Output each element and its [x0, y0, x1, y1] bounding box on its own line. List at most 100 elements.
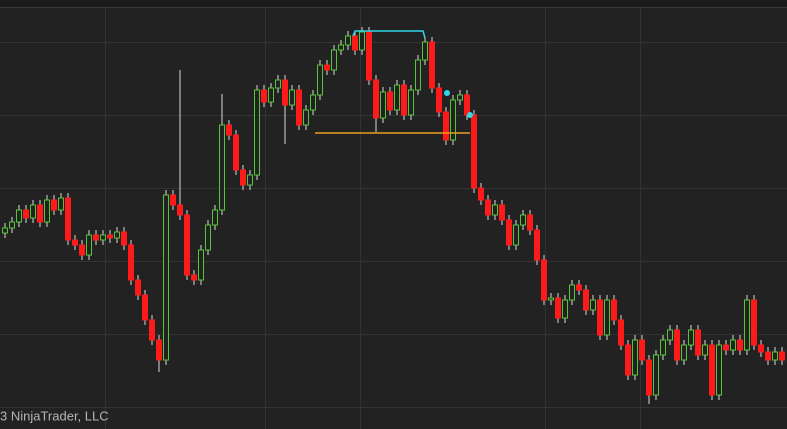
drawing-line [352, 30, 426, 39]
candle-body [604, 299, 610, 336]
candle-body [247, 174, 253, 186]
candle-body [401, 84, 407, 116]
candle-body [240, 169, 246, 186]
candle-body [149, 319, 155, 341]
candle-body [233, 134, 239, 171]
marker-dot [444, 90, 450, 96]
candle-body [282, 79, 288, 106]
candle-body [758, 344, 764, 353]
candle-body [674, 329, 680, 361]
candle-body [723, 344, 729, 351]
candle-body [254, 89, 260, 176]
candle-body [30, 204, 36, 219]
candle-body [548, 297, 554, 301]
candle-body [779, 351, 785, 361]
candle-body [429, 41, 435, 89]
candle-body [107, 234, 113, 239]
top-bar [0, 0, 787, 7]
candle-body [562, 299, 568, 319]
candle-body [492, 204, 498, 216]
candle-body [709, 344, 715, 396]
candle-body [639, 339, 645, 361]
candle-body [352, 35, 358, 51]
candle-body [23, 209, 29, 219]
candle-body [730, 339, 736, 351]
candle-body [506, 219, 512, 246]
candle-body [681, 344, 687, 361]
candle-body [317, 64, 323, 96]
candle-body [737, 339, 743, 351]
candle-body [219, 124, 225, 211]
candle-body [422, 41, 428, 61]
candle-body [646, 359, 652, 396]
candle-body [695, 329, 701, 356]
candle-body [555, 297, 561, 319]
candle-body [156, 339, 162, 361]
marker-dot [467, 112, 473, 118]
candle-body [457, 94, 463, 101]
candle-body [611, 299, 617, 321]
candle-body [625, 344, 631, 376]
candle-body [345, 35, 351, 46]
candle-body [114, 231, 120, 239]
candle-body [534, 229, 540, 261]
candle-body [226, 124, 232, 136]
candles [2, 27, 785, 404]
candle-body [9, 221, 15, 229]
candle-body [478, 187, 484, 201]
candle-body [37, 204, 43, 223]
candle-body [632, 339, 638, 376]
candle-body [16, 209, 22, 223]
candle-body [2, 227, 8, 234]
candle-body [772, 351, 778, 361]
candle-body [583, 289, 589, 311]
candle-body [471, 114, 477, 189]
candle-body [653, 354, 659, 396]
watermark: 3 NinjaTrader, LLC [0, 408, 109, 423]
candle-body [576, 284, 582, 291]
candle-body [177, 204, 183, 216]
candle-body [261, 89, 267, 103]
candle-body [744, 299, 750, 351]
candle-body [275, 79, 281, 89]
candle-body [513, 224, 519, 246]
candle-body [716, 344, 722, 396]
candle-body [128, 244, 134, 281]
candle-body [366, 31, 372, 81]
candle-body [86, 234, 92, 256]
candle-body [541, 259, 547, 301]
candle-body [303, 109, 309, 126]
candle-body [289, 89, 295, 106]
candle-body [58, 197, 64, 211]
candle-body [520, 214, 526, 226]
candle-body [415, 59, 421, 91]
candle-body [44, 199, 50, 223]
candle-body [394, 84, 400, 111]
candle-body [198, 249, 204, 281]
candle-body [688, 329, 694, 346]
grid [0, 8, 787, 429]
candle-body [296, 89, 302, 126]
candle-body [331, 49, 337, 71]
candle-body [499, 204, 505, 221]
candle-body [93, 234, 99, 241]
candle-body [79, 244, 85, 256]
candle-body [380, 91, 386, 119]
candle-body [436, 87, 442, 113]
candle-body [373, 79, 379, 119]
candle-body [618, 319, 624, 346]
candle-body [163, 194, 169, 361]
candle-body [660, 339, 666, 356]
candle-body [485, 199, 491, 216]
candle-body [765, 351, 771, 361]
candle-body [51, 199, 57, 211]
candle-body [387, 91, 393, 111]
candle-body [338, 44, 344, 51]
candle-body [408, 89, 414, 116]
candle-body [443, 111, 449, 141]
candle-body [324, 64, 330, 71]
candle-body [359, 31, 365, 51]
candle-body [100, 234, 106, 241]
candle-body [310, 94, 316, 111]
